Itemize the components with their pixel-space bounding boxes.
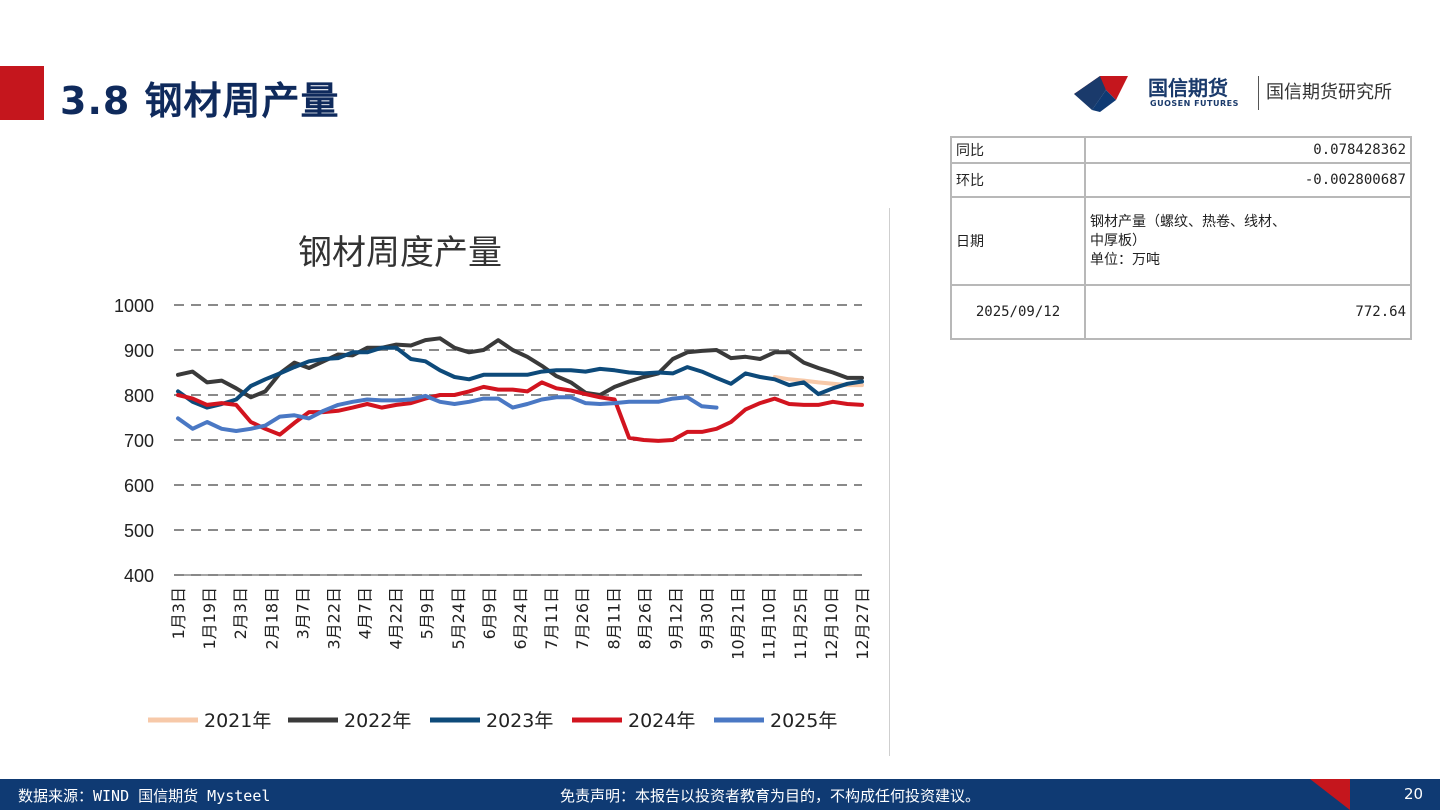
date-value: 2025/09/12 — [950, 284, 1086, 340]
x-tick-label: 12月27日 — [853, 587, 872, 660]
mom-value: -0.002800687 — [1084, 162, 1412, 198]
x-tick-label: 2月3日 — [231, 587, 250, 639]
x-tick-label: 3月7日 — [293, 587, 312, 639]
latest-value: 772.64 — [1084, 284, 1412, 340]
y-tick-label: 800 — [124, 386, 154, 406]
footer-disclaimer: 免责声明：本报告以投资者教育为目的，不构成任何投资建议。 — [560, 787, 981, 805]
x-tick-label: 9月12日 — [666, 587, 685, 650]
x-tick-label: 10月21日 — [729, 587, 748, 660]
table-row: 同比 0.078428362 — [950, 136, 1412, 164]
x-tick-label: 1月3日 — [169, 587, 188, 639]
chart-title: 钢材周度产量 — [298, 233, 502, 273]
x-tick-label: 7月11日 — [542, 587, 561, 650]
x-tick-label: 5月24日 — [449, 587, 468, 650]
x-tick-label: 11月25日 — [791, 587, 810, 660]
metric-desc-line2: 中厚板） — [1090, 232, 1146, 249]
y-tick-label: 1000 — [114, 296, 154, 316]
table-row: 日期 钢材产量（螺纹、热卷、线材、 中厚板） 单位：万吨 — [950, 196, 1412, 286]
x-tick-label: 2月18日 — [262, 587, 281, 650]
y-axis-ticks: 400 500 600 700 800 900 1000 — [114, 296, 154, 586]
x-tick-label: 8月26日 — [635, 587, 654, 650]
title-accent-bar — [0, 66, 44, 120]
x-tick-label: 11月10日 — [760, 587, 779, 660]
page-number: 20 — [1404, 785, 1424, 803]
legend-label: 2021年 — [204, 710, 271, 732]
x-tick-label: 5月9日 — [418, 587, 437, 639]
legend-label: 2025年 — [770, 710, 837, 732]
logo-separator — [1258, 76, 1259, 110]
y-tick-label: 900 — [124, 341, 154, 361]
x-tick-label: 1月19日 — [200, 587, 219, 650]
legend-label: 2023年 — [486, 710, 553, 732]
institute-name: 国信期货研究所 — [1266, 82, 1392, 103]
x-tick-label: 6月24日 — [511, 587, 530, 650]
series-line — [176, 393, 719, 433]
steel-output-chart: 钢材周度产量 400 500 600 700 800 900 1000 1月3日 1月19日 2… — [114, 233, 872, 732]
metric-description: 钢材产量（螺纹、热卷、线材、 中厚板） 单位：万吨 — [1084, 196, 1412, 286]
footer-accent — [1310, 779, 1350, 810]
x-tick-label: 4月22日 — [387, 587, 406, 650]
table-row: 环比 -0.002800687 — [950, 162, 1412, 198]
logo-text-en: GUOSEN FUTURES — [1150, 99, 1239, 108]
chart-divider — [889, 208, 890, 756]
page-title: 3.8 钢材周产量 — [60, 79, 340, 123]
yoy-label: 同比 — [950, 136, 1086, 164]
x-tick-label: 3月22日 — [324, 587, 343, 650]
series-line — [176, 380, 864, 443]
chart-grid — [174, 304, 862, 576]
y-tick-label: 700 — [124, 431, 154, 451]
mom-label: 环比 — [950, 162, 1086, 198]
logo-text-cn: 国信期货 — [1148, 76, 1228, 100]
legend-label: 2022年 — [344, 710, 411, 732]
chart-series-lines — [176, 336, 864, 443]
x-tick-label: 6月9日 — [480, 587, 499, 639]
table-row: 2025/09/12 772.64 — [950, 284, 1412, 340]
metric-desc-line1: 钢材产量（螺纹、热卷、线材、 — [1090, 213, 1286, 230]
x-tick-label: 12月10日 — [822, 587, 841, 660]
y-tick-label: 400 — [124, 566, 154, 586]
guosen-logo-icon — [1074, 76, 1128, 112]
legend-label: 2024年 — [628, 710, 695, 732]
yoy-value: 0.078428362 — [1084, 136, 1412, 164]
series-line — [176, 345, 864, 410]
chart-legend: 2021年 2022年 2023年 2024年 2025年 — [148, 710, 837, 732]
x-axis: 1月3日 1月19日 2月3日 2月18日 3月7日 3月22日 4月7日 4月22日 5月9日… — [169, 574, 872, 660]
info-table: 同比 0.078428362 环比 -0.002800687 日期 钢材产量（螺… — [950, 136, 1412, 340]
x-tick-label: 8月11日 — [604, 587, 623, 650]
metric-unit: 单位：万吨 — [1090, 251, 1160, 268]
x-tick-label: 7月26日 — [573, 587, 592, 650]
footer-source: 数据来源：WIND 国信期货 Mysteel — [18, 787, 271, 805]
x-tick-label: 9月30日 — [698, 587, 717, 650]
x-tick-label: 4月7日 — [356, 587, 375, 639]
y-tick-label: 600 — [124, 476, 154, 496]
footer-bar — [0, 779, 1440, 810]
y-tick-label: 500 — [124, 521, 154, 541]
date-label: 日期 — [950, 196, 1086, 286]
series-line — [176, 336, 864, 400]
